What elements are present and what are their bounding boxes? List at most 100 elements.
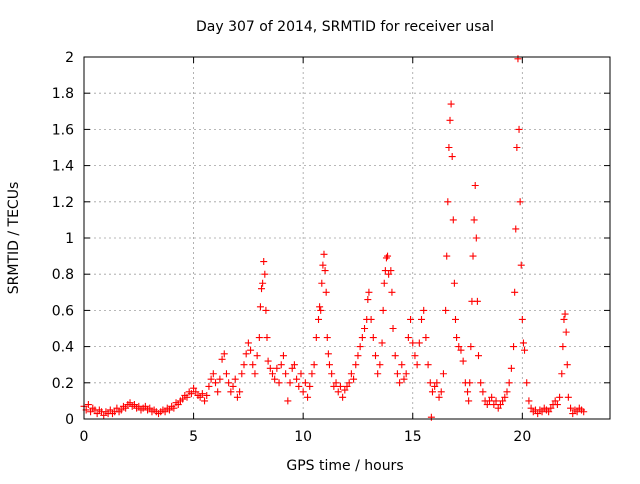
data-point bbox=[523, 379, 531, 387]
data-point bbox=[247, 346, 255, 354]
data-point bbox=[161, 408, 169, 416]
data-point bbox=[446, 116, 454, 124]
data-point bbox=[437, 388, 445, 396]
data-point bbox=[556, 393, 564, 401]
data-point bbox=[87, 408, 95, 416]
data-point bbox=[467, 343, 475, 351]
data-point bbox=[318, 279, 326, 287]
data-point bbox=[492, 397, 500, 405]
data-point bbox=[236, 388, 244, 396]
data-point bbox=[222, 370, 230, 378]
data-point bbox=[297, 370, 305, 378]
data-point bbox=[451, 315, 459, 323]
data-point bbox=[325, 361, 333, 369]
data-point bbox=[422, 334, 430, 342]
data-point bbox=[567, 404, 575, 412]
data-point bbox=[84, 401, 92, 409]
data-point bbox=[398, 361, 406, 369]
data-point bbox=[282, 370, 290, 378]
data-point bbox=[345, 379, 353, 387]
data-point bbox=[424, 361, 432, 369]
data-point bbox=[190, 384, 198, 392]
data-point bbox=[471, 182, 479, 190]
data-point bbox=[261, 270, 269, 278]
y-tick-label: 1.6 bbox=[52, 122, 74, 138]
data-point bbox=[580, 408, 588, 416]
data-point bbox=[525, 397, 533, 405]
data-point bbox=[427, 413, 435, 421]
data-point bbox=[418, 315, 426, 323]
data-point bbox=[361, 325, 369, 332]
data-point bbox=[249, 361, 257, 369]
y-tick-label: 1.8 bbox=[52, 86, 74, 102]
data-point bbox=[332, 379, 340, 387]
data-point bbox=[573, 408, 581, 416]
data-point bbox=[336, 382, 344, 390]
x-tick-label: 5 bbox=[189, 429, 198, 445]
data-point bbox=[256, 303, 264, 311]
data-point bbox=[559, 343, 567, 351]
data-point bbox=[490, 401, 498, 409]
data-point bbox=[385, 270, 393, 278]
data-point bbox=[433, 379, 441, 387]
data-point bbox=[284, 397, 292, 405]
data-point bbox=[266, 364, 274, 372]
data-point bbox=[449, 216, 457, 224]
data-point bbox=[512, 225, 520, 233]
data-point bbox=[485, 397, 493, 405]
data-point bbox=[328, 370, 336, 378]
data-point bbox=[374, 370, 382, 378]
data-point bbox=[308, 370, 316, 378]
data-point bbox=[146, 404, 154, 412]
data-point bbox=[407, 315, 415, 323]
data-points bbox=[80, 55, 588, 421]
data-point bbox=[216, 375, 224, 383]
data-point bbox=[262, 306, 270, 314]
data-point bbox=[350, 375, 358, 383]
data-point bbox=[545, 408, 553, 416]
x-tick-label: 20 bbox=[513, 429, 531, 445]
data-point bbox=[505, 379, 513, 387]
data-point bbox=[378, 339, 386, 347]
y-tick-label: 1.4 bbox=[52, 159, 74, 175]
data-point bbox=[413, 361, 421, 369]
data-point bbox=[496, 401, 504, 409]
data-point bbox=[306, 382, 314, 390]
data-point bbox=[319, 261, 327, 269]
data-point bbox=[510, 343, 518, 351]
y-tick-label: 0.8 bbox=[52, 267, 74, 283]
data-point bbox=[369, 334, 377, 342]
data-point bbox=[494, 404, 502, 412]
data-point bbox=[240, 361, 248, 369]
data-point bbox=[464, 388, 472, 396]
data-point bbox=[299, 388, 307, 396]
data-point bbox=[447, 100, 455, 108]
data-point bbox=[517, 261, 525, 269]
data-point bbox=[391, 352, 399, 360]
data-point bbox=[483, 401, 491, 409]
data-point bbox=[330, 382, 338, 390]
data-point bbox=[244, 339, 252, 347]
data-point bbox=[513, 144, 521, 151]
data-point bbox=[477, 379, 485, 387]
data-point bbox=[321, 267, 329, 275]
data-point bbox=[198, 390, 206, 398]
data-point bbox=[293, 375, 301, 383]
data-point bbox=[93, 410, 101, 418]
y-tick-label: 0.4 bbox=[52, 340, 74, 356]
data-point bbox=[174, 401, 182, 409]
data-point bbox=[260, 258, 268, 266]
data-point bbox=[465, 397, 473, 405]
data-point bbox=[130, 401, 138, 409]
data-point bbox=[209, 370, 217, 378]
data-point bbox=[320, 250, 328, 258]
data-point bbox=[141, 402, 149, 410]
data-point bbox=[527, 404, 535, 412]
data-point bbox=[229, 382, 237, 390]
y-tick-label: 0.2 bbox=[52, 376, 74, 392]
data-point bbox=[242, 350, 250, 358]
data-point bbox=[343, 382, 351, 390]
data-point bbox=[122, 404, 130, 412]
data-point bbox=[371, 352, 379, 360]
